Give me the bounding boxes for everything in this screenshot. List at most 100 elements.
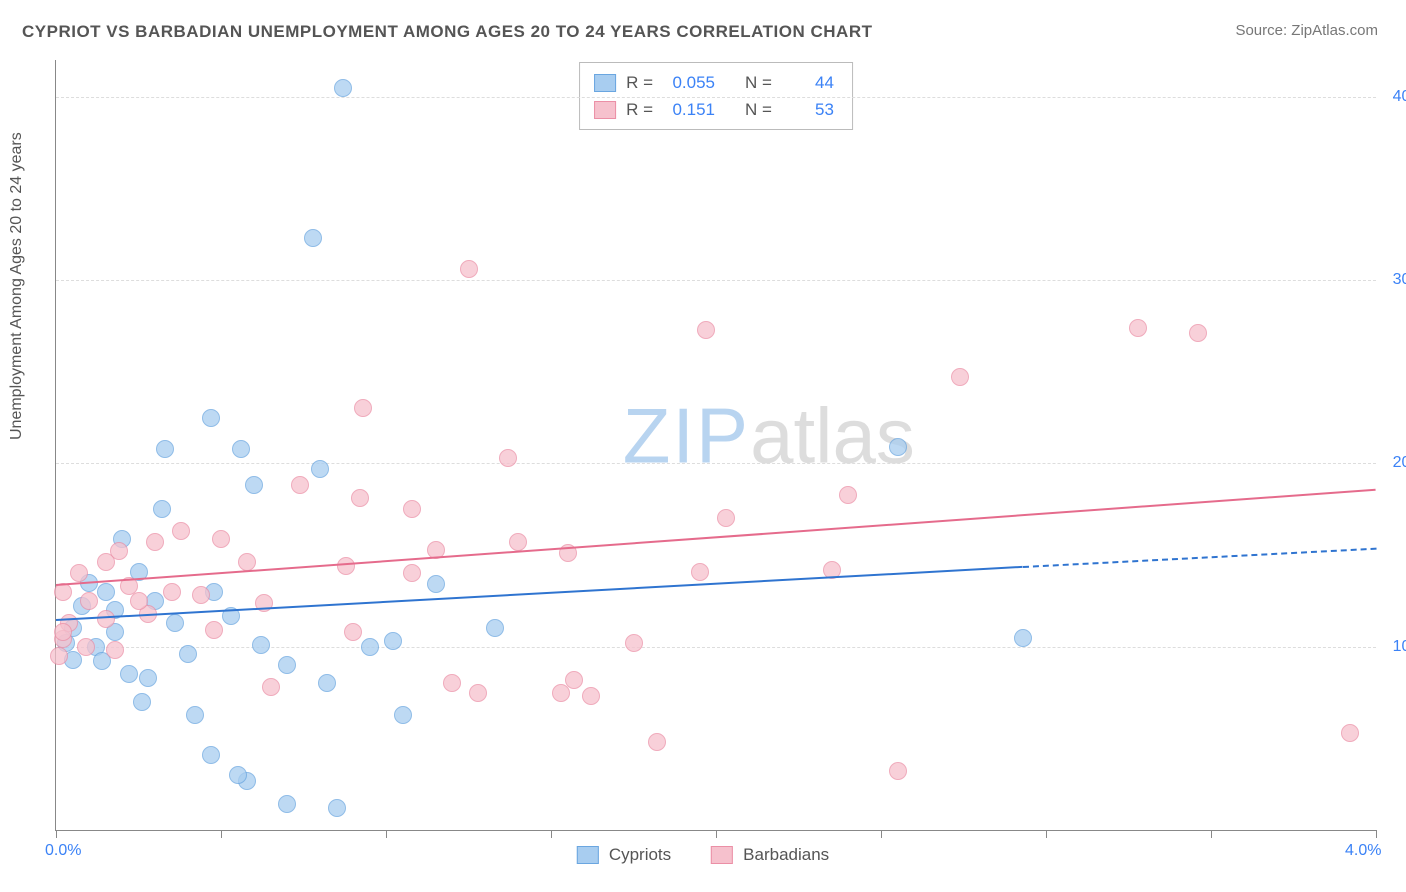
data-point-barbadians <box>839 486 857 504</box>
n-label: N = <box>745 69 772 96</box>
data-point-barbadians <box>460 260 478 278</box>
gridline <box>56 463 1376 464</box>
data-point-cypriots <box>394 706 412 724</box>
data-point-barbadians <box>110 542 128 560</box>
data-point-barbadians <box>469 684 487 702</box>
data-point-cypriots <box>311 460 329 478</box>
data-point-cypriots <box>229 766 247 784</box>
data-point-cypriots <box>202 746 220 764</box>
series-legend: Cypriots Barbadians <box>577 845 829 865</box>
y-tick-label: 30.0% <box>1393 271 1406 289</box>
data-point-barbadians <box>205 621 223 639</box>
y-axis-label: Unemployment Among Ages 20 to 24 years <box>8 132 26 440</box>
legend-row-barbadians: R = 0.151 N = 53 <box>594 96 834 123</box>
data-point-barbadians <box>172 522 190 540</box>
data-point-cypriots <box>166 614 184 632</box>
data-point-barbadians <box>403 500 421 518</box>
series-label-cypriots: Cypriots <box>609 845 671 865</box>
data-point-barbadians <box>1129 319 1147 337</box>
scatter-plot: ZIPatlas R = 0.055 N = 44 R = 0.151 N = … <box>55 60 1376 831</box>
legend-row-cypriots: R = 0.055 N = 44 <box>594 69 834 96</box>
data-point-barbadians <box>499 449 517 467</box>
watermark-atlas: atlas <box>750 391 915 479</box>
swatch-barbadians <box>711 846 733 864</box>
x-tick-mark <box>1211 830 1212 838</box>
data-point-barbadians <box>625 634 643 652</box>
series-label-barbadians: Barbadians <box>743 845 829 865</box>
swatch-cypriots <box>577 846 599 864</box>
r-label: R = <box>626 96 653 123</box>
data-point-cypriots <box>384 632 402 650</box>
watermark: ZIPatlas <box>623 390 915 481</box>
x-tick-mark <box>1376 830 1377 838</box>
data-point-barbadians <box>77 638 95 656</box>
data-point-cypriots <box>486 619 504 637</box>
data-point-barbadians <box>1341 724 1359 742</box>
data-point-cypriots <box>328 799 346 817</box>
data-point-cypriots <box>427 575 445 593</box>
data-point-cypriots <box>304 229 322 247</box>
legend-item-barbadians: Barbadians <box>711 845 829 865</box>
data-point-barbadians <box>163 583 181 601</box>
data-point-barbadians <box>509 533 527 551</box>
data-point-cypriots <box>1014 629 1032 647</box>
y-tick-label: 20.0% <box>1393 454 1406 472</box>
data-point-barbadians <box>443 674 461 692</box>
data-point-barbadians <box>238 553 256 571</box>
data-point-cypriots <box>361 638 379 656</box>
swatch-cypriots <box>594 74 616 92</box>
data-point-barbadians <box>354 399 372 417</box>
x-tick-mark <box>1046 830 1047 838</box>
chart-source: Source: ZipAtlas.com <box>1235 22 1378 39</box>
data-point-barbadians <box>54 623 72 641</box>
n-label: N = <box>745 96 772 123</box>
x-axis-max: 4.0% <box>1345 842 1381 860</box>
data-point-barbadians <box>80 592 98 610</box>
data-point-cypriots <box>186 706 204 724</box>
data-point-barbadians <box>1189 324 1207 342</box>
data-point-cypriots <box>245 476 263 494</box>
data-point-cypriots <box>139 669 157 687</box>
r-value-cypriots: 0.055 <box>663 69 715 96</box>
x-tick-mark <box>221 830 222 838</box>
data-point-barbadians <box>717 509 735 527</box>
x-tick-mark <box>386 830 387 838</box>
data-point-barbadians <box>106 641 124 659</box>
data-point-barbadians <box>70 564 88 582</box>
data-point-cypriots <box>318 674 336 692</box>
x-tick-mark <box>716 830 717 838</box>
data-point-cypriots <box>153 500 171 518</box>
data-point-cypriots <box>133 693 151 711</box>
data-point-barbadians <box>262 678 280 696</box>
data-point-barbadians <box>50 647 68 665</box>
gridline <box>56 97 1376 98</box>
legend-item-cypriots: Cypriots <box>577 845 671 865</box>
data-point-cypriots <box>278 656 296 674</box>
data-point-cypriots <box>232 440 250 458</box>
data-point-barbadians <box>337 557 355 575</box>
x-tick-mark <box>881 830 882 838</box>
n-value-cypriots: 44 <box>782 69 834 96</box>
data-point-cypriots <box>120 665 138 683</box>
n-value-barbadians: 53 <box>782 96 834 123</box>
data-point-cypriots <box>202 409 220 427</box>
trendline <box>1023 548 1376 568</box>
data-point-barbadians <box>192 586 210 604</box>
data-point-barbadians <box>97 610 115 628</box>
chart-title: CYPRIOT VS BARBADIAN UNEMPLOYMENT AMONG … <box>22 22 872 42</box>
data-point-barbadians <box>130 592 148 610</box>
data-point-barbadians <box>697 321 715 339</box>
data-point-barbadians <box>344 623 362 641</box>
r-label: R = <box>626 69 653 96</box>
data-point-cypriots <box>179 645 197 663</box>
data-point-cypriots <box>334 79 352 97</box>
data-point-barbadians <box>565 671 583 689</box>
gridline <box>56 280 1376 281</box>
trendline <box>56 489 1376 586</box>
data-point-barbadians <box>351 489 369 507</box>
x-axis-min: 0.0% <box>45 842 81 860</box>
x-tick-mark <box>56 830 57 838</box>
data-point-cypriots <box>156 440 174 458</box>
data-point-cypriots <box>889 438 907 456</box>
data-point-barbadians <box>403 564 421 582</box>
